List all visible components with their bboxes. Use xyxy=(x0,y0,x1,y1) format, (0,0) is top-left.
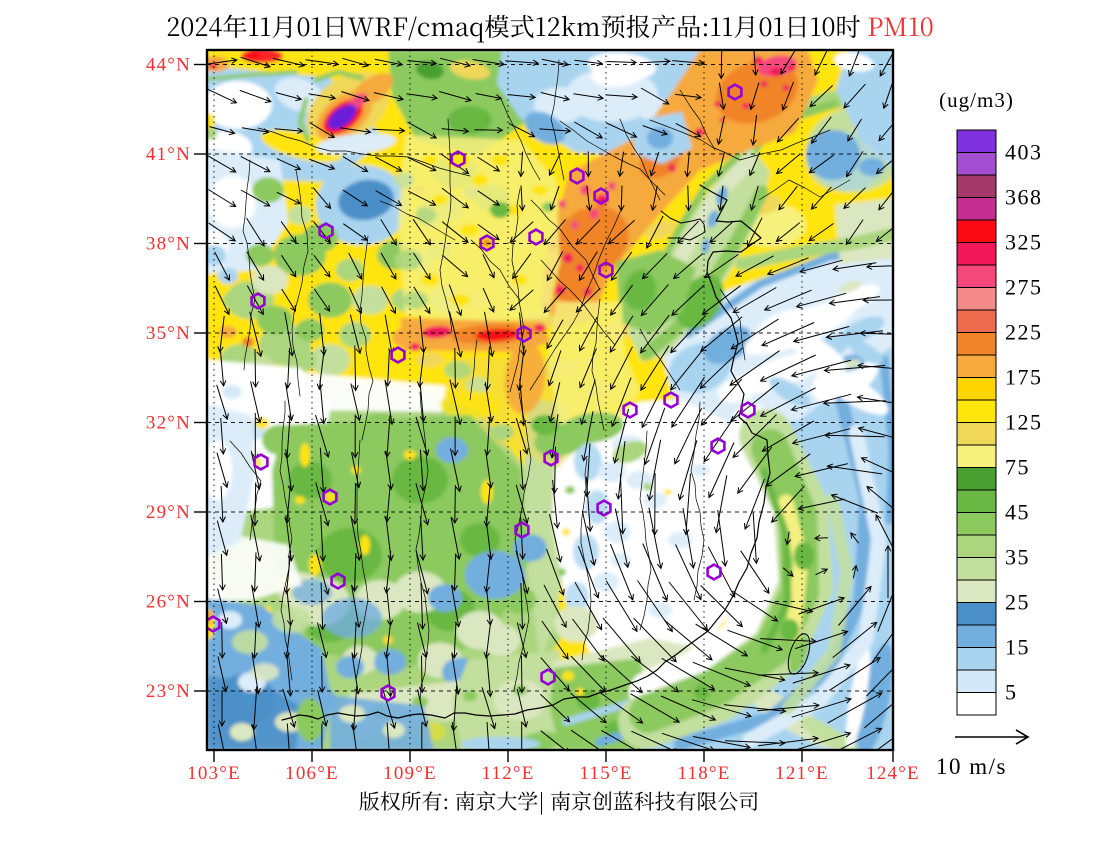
svg-text:109°E: 109°E xyxy=(383,763,437,784)
svg-text:35: 35 xyxy=(1005,545,1030,570)
svg-text:41°N: 41°N xyxy=(146,144,191,165)
svg-text:45: 45 xyxy=(1005,500,1030,525)
svg-text:25: 25 xyxy=(1005,590,1030,615)
svg-text:103°E: 103°E xyxy=(187,763,241,784)
svg-text:118°E: 118°E xyxy=(678,763,731,784)
svg-text:106°E: 106°E xyxy=(285,763,339,784)
svg-text:35°N: 35°N xyxy=(146,323,191,344)
svg-text:23°N: 23°N xyxy=(146,681,191,702)
svg-text:175: 175 xyxy=(1005,365,1043,390)
svg-text:10 m/s: 10 m/s xyxy=(936,754,1007,779)
svg-text:124°E: 124°E xyxy=(866,763,920,784)
svg-text:368: 368 xyxy=(1005,185,1043,210)
svg-text:115°E: 115°E xyxy=(580,763,633,784)
svg-text:403: 403 xyxy=(1005,140,1043,165)
svg-text:38°N: 38°N xyxy=(146,234,191,255)
svg-text:125: 125 xyxy=(1005,410,1043,435)
svg-text:121°E: 121°E xyxy=(775,763,829,784)
svg-text:325: 325 xyxy=(1005,230,1043,255)
svg-text:112°E: 112°E xyxy=(482,763,535,784)
svg-text:32°N: 32°N xyxy=(146,413,191,434)
svg-text:29°N: 29°N xyxy=(146,502,191,523)
svg-text:225: 225 xyxy=(1005,320,1043,345)
svg-text:44°N: 44°N xyxy=(146,55,191,76)
svg-text:(ug/m3): (ug/m3) xyxy=(939,88,1014,112)
svg-text:5: 5 xyxy=(1005,680,1018,705)
svg-text:26°N: 26°N xyxy=(146,592,191,613)
svg-text:75: 75 xyxy=(1005,455,1030,480)
svg-text:15: 15 xyxy=(1005,635,1030,660)
svg-text:275: 275 xyxy=(1005,275,1043,300)
